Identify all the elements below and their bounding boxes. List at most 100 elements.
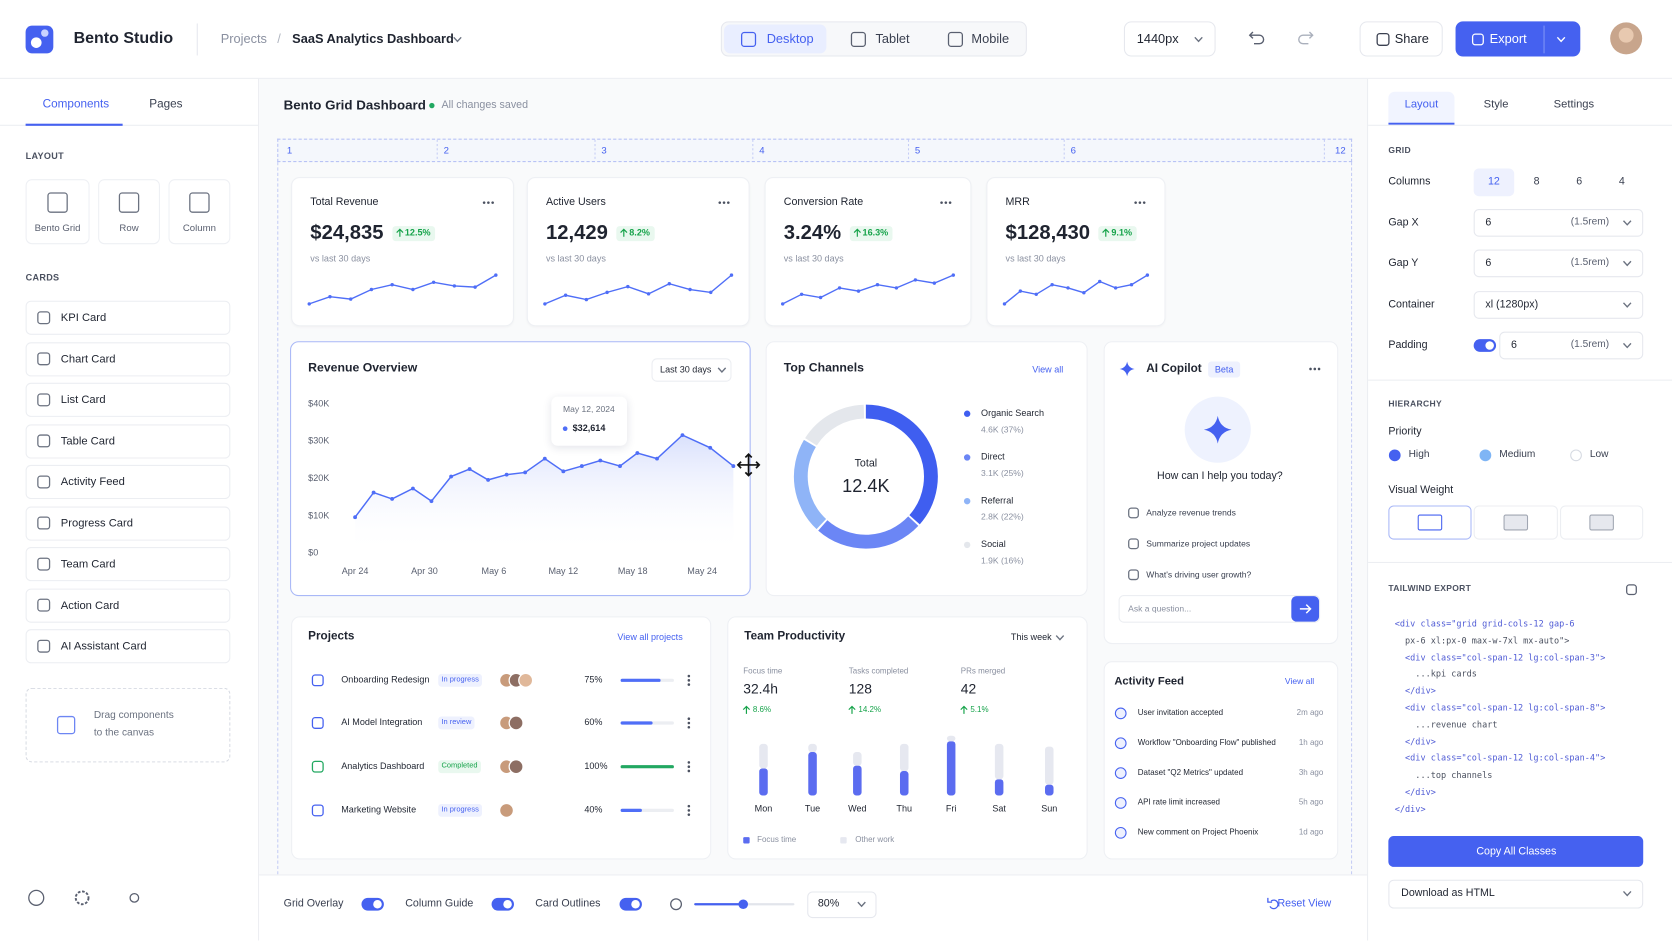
range-select[interactable] <box>651 358 732 382</box>
device-option[interactable]: Mobile <box>971 31 1010 46</box>
activity-text: Dataset "Q2 Metrics" updated <box>1137 767 1244 778</box>
copy-button[interactable] <box>1388 836 1644 867</box>
projects-card <box>291 616 712 860</box>
card-link[interactable]: View all projects <box>617 631 683 643</box>
inspector-tab[interactable]: Settings <box>1553 98 1595 111</box>
up-arrow <box>395 228 404 237</box>
activity-icon <box>1114 797 1127 809</box>
inspector-tab[interactable]: Layout <box>1404 98 1439 111</box>
sidebar-tab[interactable]: Pages <box>149 97 183 111</box>
download-select[interactable] <box>1388 879 1644 909</box>
column-option-label: 4 <box>1618 176 1625 188</box>
kpi-value-row: $128,430 9.1% <box>1006 222 1137 245</box>
card-list-item[interactable] <box>25 464 231 500</box>
activity-text: New comment on Project Phoenix <box>1137 827 1259 837</box>
viewport-select[interactable] <box>1123 21 1216 57</box>
card-list-item[interactable] <box>25 588 231 623</box>
device-option[interactable]: Tablet <box>875 31 910 46</box>
copilot-suggestion[interactable]: Analyze revenue trends <box>1146 508 1236 518</box>
code-line: ...revenue chart <box>1394 719 1498 730</box>
weight-icon <box>1417 514 1443 531</box>
revenue-point <box>598 458 603 463</box>
column-option[interactable] <box>1473 168 1515 197</box>
chevron <box>1622 302 1632 308</box>
card-list-item[interactable] <box>25 423 231 458</box>
legend-name: Organic Search <box>981 407 1045 419</box>
card-title: AI Copilot <box>1146 362 1202 376</box>
copilot-input[interactable] <box>1118 595 1321 623</box>
sidebar-tab[interactable]: Components <box>42 97 110 111</box>
weight-icon <box>1503 514 1529 531</box>
range-label: Last 30 days <box>660 363 712 375</box>
column-option-label: 8 <box>1533 176 1540 188</box>
legend-value: 4.6K (37%) <box>981 424 1024 435</box>
icon <box>1626 584 1637 596</box>
beta-label: Beta <box>1214 363 1234 375</box>
activity-icon <box>1114 737 1127 750</box>
column-label: 1 <box>286 144 293 156</box>
productivity-bar <box>759 768 768 796</box>
copilot-suggestion[interactable]: What's driving user growth? <box>1146 569 1252 580</box>
canvas-toolbar <box>259 874 1368 941</box>
breadcrumb-current[interactable]: SaaS Analytics Dashboard <box>292 31 454 46</box>
card-list-item[interactable] <box>25 547 231 582</box>
download-label: Download as HTML <box>1401 887 1495 900</box>
select[interactable] <box>1499 331 1644 360</box>
kpi-card <box>526 177 750 327</box>
x-tick-label: Wed <box>848 803 867 814</box>
priority-label[interactable]: High <box>1408 448 1430 461</box>
priority-label[interactable]: Medium <box>1499 448 1536 461</box>
revenue-point <box>467 467 472 471</box>
device-option[interactable]: Desktop <box>766 31 814 46</box>
layout-tile[interactable] <box>98 179 160 245</box>
kpi-sparkline-point <box>932 281 937 285</box>
card-link[interactable]: View all <box>1032 363 1064 375</box>
card-list-item[interactable] <box>25 382 231 417</box>
productivity-bar <box>759 743 768 769</box>
more-dot <box>718 201 722 204</box>
kpi-sparkline-point <box>1145 273 1150 277</box>
range-label[interactable]: This week <box>1010 631 1052 643</box>
weight-option[interactable] <box>1388 505 1472 540</box>
card-link[interactable]: View all <box>1284 676 1315 687</box>
kpi-sparkline-point <box>563 293 568 297</box>
inspector-tab[interactable]: Style <box>1483 98 1509 111</box>
select[interactable] <box>1473 249 1644 278</box>
layout-tile[interactable] <box>168 179 231 245</box>
breadcrumb-parent[interactable]: Projects <box>220 31 267 46</box>
card-list-item[interactable] <box>25 505 231 541</box>
zoom-select[interactable] <box>807 891 877 919</box>
toggle-knob <box>373 899 382 909</box>
kpi-sparkline-point <box>913 278 918 282</box>
reset-view[interactable]: Reset View <box>1277 898 1332 910</box>
card-list-item[interactable] <box>25 341 231 376</box>
code-line: <div class="grid grid-cols-12 gap-6 <box>1394 618 1575 629</box>
icon <box>311 760 324 773</box>
weight-option[interactable] <box>1560 505 1644 540</box>
card-list-item[interactable] <box>25 300 231 335</box>
select[interactable] <box>1473 209 1644 237</box>
metric-change: 8.6% <box>752 704 772 715</box>
separator <box>1368 379 1672 381</box>
weight-option[interactable] <box>1473 505 1558 540</box>
field-label: Padding <box>1388 339 1428 352</box>
copilot-suggestion[interactable]: Summarize project updates <box>1146 538 1251 549</box>
weight-icon <box>1589 514 1614 531</box>
section-heading: HIERARCHY <box>1388 399 1442 409</box>
share-button[interactable] <box>1359 21 1443 57</box>
kpi-sparkline-point <box>390 283 394 287</box>
select[interactable] <box>1473 291 1644 319</box>
member-avatar <box>518 672 534 688</box>
kpi-sparkline-point <box>411 287 415 292</box>
card-list-item[interactable] <box>25 629 231 664</box>
priority-radio <box>1388 449 1401 462</box>
select-unit: (1.5rem) <box>1570 338 1610 351</box>
layout-tile[interactable] <box>25 179 90 245</box>
priority-label[interactable]: Low <box>1589 448 1609 461</box>
icon <box>37 434 51 448</box>
kpi-sparkline-point <box>584 297 589 302</box>
icon <box>47 192 68 213</box>
revenue-point <box>486 477 491 482</box>
kpi-sparkline-point <box>894 286 899 290</box>
more-dot <box>1138 201 1142 204</box>
